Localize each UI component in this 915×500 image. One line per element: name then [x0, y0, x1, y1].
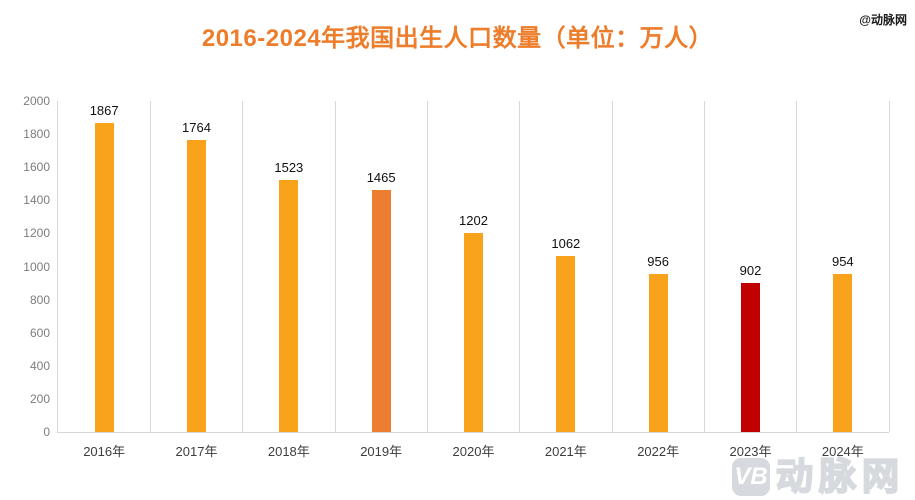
top-right-watermark: @动脉网: [859, 13, 907, 27]
chart-title: 2016-2024年我国出生人口数量（单位：万人）: [201, 25, 714, 52]
bar-value-label: 1062: [551, 236, 581, 252]
y-axis-label: 2000: [23, 94, 50, 108]
gridline: [426, 101, 428, 432]
x-axis-label: 2022年: [637, 444, 680, 459]
bar-value-label: 1867: [89, 103, 119, 119]
gridline: [796, 101, 798, 432]
bar-value-label: 1523: [274, 159, 304, 175]
bottom-watermark: VB 动脉网: [732, 456, 905, 498]
y-axis-label: 400: [29, 358, 50, 373]
x-axis-label: 2017年: [175, 444, 218, 459]
y-axis: 0 200 400 600 800 1000 1200 1400 1600 1800 2000: [0, 0, 52, 500]
y-axis-label: 1600: [23, 160, 50, 175]
x-axis-label: 2020年: [452, 444, 495, 459]
bar-2016年: [94, 123, 114, 432]
bar-value-label: 956: [647, 253, 670, 269]
y-axis-label: 1000: [23, 259, 50, 274]
gridline: [334, 101, 336, 432]
bar-2023年: [741, 282, 760, 432]
gridline: [703, 101, 705, 432]
bar-value-label: 954: [831, 254, 854, 270]
plot-area: 1867 2016年 1764 2017年 1523 2018年 1465 2019年 1202…: [57, 101, 890, 459]
x-axis-label: 2021年: [544, 444, 587, 459]
x-axis-label: 2024年: [821, 444, 864, 459]
x-axis-label: 2019年: [360, 444, 403, 459]
x-axis-label: 2018年: [267, 444, 310, 459]
bar-2022年: [648, 273, 668, 432]
y-axis-label: 1800: [23, 127, 50, 142]
y-axis-label: 600: [29, 325, 50, 340]
y-axis-label: 1400: [23, 193, 50, 208]
gridline: [888, 101, 890, 432]
bar-2019年: [371, 189, 391, 432]
x-axis-label: 2023年: [729, 444, 772, 459]
bar-2017年: [187, 140, 206, 432]
bar-value-label: 1764: [182, 120, 211, 136]
bar-value-label: 902: [739, 262, 762, 278]
y-axis-label: 200: [29, 391, 50, 406]
bar-2024年: [833, 274, 853, 432]
bar-value-label: 1202: [459, 213, 488, 229]
vb-logo-icon: VB: [732, 458, 770, 496]
bar-2021年: [556, 256, 576, 432]
bar-value-label: 1465: [366, 169, 396, 185]
y-axis-label: 1200: [23, 226, 50, 241]
gridline: [519, 101, 521, 432]
bar-2020年: [464, 233, 483, 432]
bar-2018年: [279, 179, 299, 432]
x-axis-label: 2016年: [83, 444, 126, 459]
gridline: [611, 101, 613, 432]
y-axis-label: 800: [29, 292, 50, 307]
gridline: [149, 101, 151, 432]
bottom-watermark-text: 动脉网: [775, 456, 905, 498]
y-axis-label: 0: [43, 425, 50, 439]
gridline: [242, 101, 244, 432]
